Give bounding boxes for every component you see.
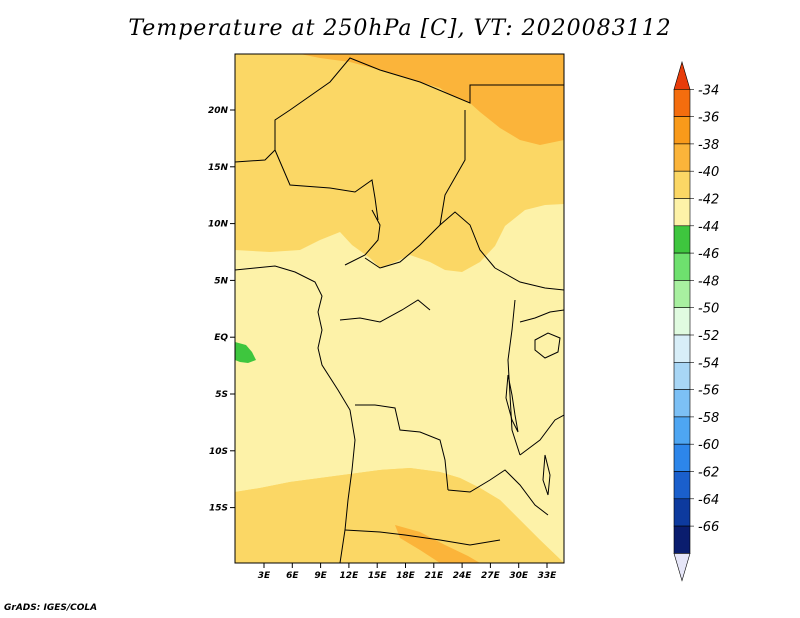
chart-title: Temperature at 250hPa [C], VT: 202008311… bbox=[128, 16, 672, 41]
border-uganda bbox=[519, 309, 564, 323]
field-46-patch bbox=[235, 342, 256, 363]
colorbar-swatch bbox=[673, 143, 691, 172]
colorbar-label: -58 bbox=[698, 411, 719, 426]
colorbar-label: -56 bbox=[698, 384, 719, 399]
colorbar-label: -48 bbox=[698, 274, 719, 289]
lon-tick-label: 21E bbox=[424, 571, 444, 581]
colorbar-label: -46 bbox=[698, 247, 719, 262]
map-frame bbox=[234, 53, 565, 564]
border-angola-north bbox=[355, 404, 449, 491]
colorbar-swatch bbox=[673, 361, 691, 390]
lat-tick-label: 5S bbox=[215, 390, 228, 400]
border-cameroon bbox=[344, 209, 381, 266]
border-congo bbox=[339, 299, 431, 323]
lon-tick-label: 3E bbox=[258, 571, 271, 581]
lat-tick-label: 10S bbox=[209, 447, 228, 457]
colorbar-label: -40 bbox=[698, 165, 719, 180]
colorbar-label: -54 bbox=[698, 356, 719, 371]
lon-tick-label: 33E bbox=[538, 571, 558, 581]
longitude-axis: 3E 6E 9E 12E 15E 18E 21E 24E 27E 30E 33E bbox=[258, 563, 557, 581]
lake-malawi bbox=[542, 454, 551, 496]
colorbar-label: -42 bbox=[698, 193, 719, 208]
colorbar-swatch bbox=[673, 116, 691, 145]
lon-tick-label: 18E bbox=[396, 571, 416, 581]
lake-victoria bbox=[534, 332, 561, 359]
colorbar-swatch bbox=[673, 498, 691, 527]
lat-tick-label: 15S bbox=[209, 504, 228, 514]
border-namibia bbox=[344, 529, 501, 546]
lat-tick-label: 20N bbox=[208, 106, 229, 116]
colorbar-top-triangle bbox=[673, 60, 691, 90]
colorbar-swatch bbox=[673, 525, 691, 554]
border-south-sudan bbox=[494, 267, 564, 291]
colorbar-label: -34 bbox=[698, 83, 719, 98]
grads-credit: GrADS: IGES/COLA bbox=[4, 603, 98, 613]
lon-tick-label: 6E bbox=[286, 571, 299, 581]
colorbar-swatch bbox=[673, 389, 691, 418]
colorbar-label: -52 bbox=[698, 329, 719, 344]
lon-tick-label: 24E bbox=[453, 571, 473, 581]
colorbar-swatch bbox=[673, 252, 691, 281]
colorbar: -34 -36 -38 -40 -42 -44 -46 -48 -50 -52 -54 -56 -58 -… bbox=[673, 60, 719, 582]
temperature-field bbox=[235, 54, 564, 563]
colorbar-label: -44 bbox=[698, 220, 719, 235]
field-42-44-central bbox=[235, 204, 564, 563]
field-38-40-south bbox=[395, 525, 480, 563]
field-40-42-south bbox=[235, 468, 564, 563]
lat-tick-label: 5N bbox=[214, 276, 228, 286]
lon-tick-label: 12E bbox=[340, 571, 360, 581]
colorbar-label: -66 bbox=[698, 520, 719, 535]
lake-tanganyika bbox=[505, 374, 519, 433]
lon-tick-label: 30E bbox=[509, 571, 529, 581]
colorbar-label: -50 bbox=[698, 302, 719, 317]
colorbar-swatch bbox=[673, 89, 691, 117]
colorbar-swatch bbox=[673, 225, 691, 254]
border-tanzania bbox=[519, 414, 564, 456]
lon-tick-label: 15E bbox=[368, 571, 388, 581]
colorbar-swatch bbox=[673, 471, 691, 500]
latitude-axis: 20N 15N 10N 5N EQ 5S 10S 15S bbox=[208, 106, 235, 514]
lat-tick-label: EQ bbox=[214, 333, 228, 343]
border-zambia bbox=[447, 469, 549, 516]
border-lakechad bbox=[274, 149, 379, 221]
colorbar-swatch bbox=[673, 280, 691, 308]
colorbar-label: -60 bbox=[698, 438, 719, 453]
colorbar-swatch bbox=[673, 170, 691, 199]
colorbar-swatch bbox=[673, 443, 691, 472]
colorbar-swatch bbox=[673, 198, 691, 227]
lat-tick-label: 15N bbox=[208, 163, 229, 173]
colorbar-swatch bbox=[673, 334, 691, 363]
colorbar-label: -38 bbox=[698, 138, 719, 153]
lon-tick-label: 9E bbox=[314, 571, 327, 581]
colorbar-label: -64 bbox=[698, 493, 719, 508]
colorbar-bottom-triangle bbox=[673, 553, 691, 582]
lon-tick-label: 27E bbox=[481, 571, 501, 581]
boundaries bbox=[235, 57, 564, 563]
border-chad-sudan bbox=[439, 110, 466, 226]
colorbar-swatch bbox=[673, 416, 691, 445]
colorbar-swatch bbox=[673, 307, 691, 336]
field-38-40-north bbox=[300, 54, 564, 145]
coastline-west bbox=[235, 265, 356, 563]
colorbar-label: -62 bbox=[698, 466, 719, 481]
lat-tick-label: 10N bbox=[208, 220, 229, 230]
colorbar-label: -36 bbox=[698, 111, 719, 126]
